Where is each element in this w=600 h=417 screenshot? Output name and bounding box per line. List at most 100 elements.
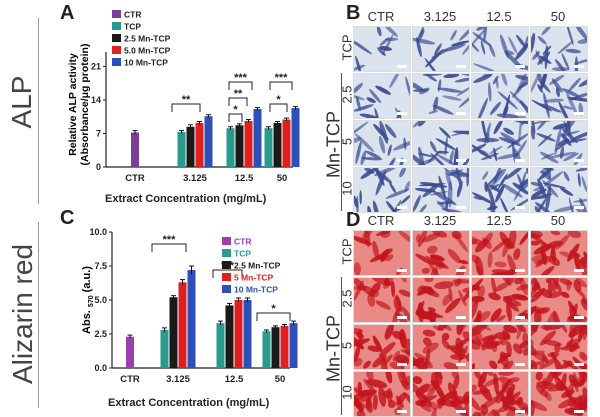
stained-cell xyxy=(522,346,528,356)
micrograph-tile xyxy=(353,230,411,276)
stained-cell xyxy=(357,402,364,414)
stained-cell xyxy=(550,231,561,236)
stained-cell xyxy=(472,238,482,245)
stained-cell xyxy=(392,140,410,151)
stained-cell xyxy=(432,190,457,206)
stained-cell xyxy=(452,278,469,284)
stained-cell xyxy=(422,329,436,337)
stained-cell xyxy=(491,238,509,253)
stained-cell xyxy=(507,254,517,275)
bar xyxy=(178,282,187,368)
stained-cell xyxy=(442,294,451,306)
stained-cell xyxy=(561,53,570,71)
micrograph-cells xyxy=(354,168,410,212)
micrograph-cells xyxy=(354,372,410,416)
stained-cell xyxy=(450,29,457,41)
stained-cell xyxy=(362,360,371,369)
stained-cell xyxy=(403,392,410,408)
scale-bar xyxy=(515,410,525,413)
bar xyxy=(226,128,235,167)
scale-bar xyxy=(515,316,525,319)
stained-cell xyxy=(425,74,437,82)
scale-bar xyxy=(574,316,584,319)
stained-cell xyxy=(508,36,518,55)
stained-cell xyxy=(475,333,483,342)
legend-swatch xyxy=(222,261,231,269)
scale-bar xyxy=(515,112,525,115)
stained-cell xyxy=(476,310,482,322)
stained-cell xyxy=(362,231,374,239)
micrograph-tile xyxy=(530,120,588,166)
stained-cell xyxy=(506,133,528,149)
stained-cell xyxy=(445,297,461,314)
stained-cell xyxy=(432,104,454,115)
stained-cell xyxy=(526,168,528,174)
stained-cell xyxy=(418,146,425,165)
chart-a-ylabel-line2: (Absorbance/μg protein) xyxy=(79,44,91,166)
scale-bar xyxy=(456,159,466,162)
micrograph-tile xyxy=(471,371,529,417)
legend-swatch xyxy=(222,237,231,245)
stained-cell xyxy=(389,74,401,89)
x-tick-label: 12.5 xyxy=(225,374,244,385)
significance-label: * xyxy=(276,94,281,106)
scale-bar xyxy=(397,159,407,162)
stained-cell xyxy=(519,340,528,349)
stained-cell xyxy=(367,292,376,307)
stained-cell xyxy=(575,394,584,404)
stained-cell xyxy=(547,351,560,358)
stained-cell xyxy=(564,407,584,416)
micrograph-cells xyxy=(472,278,528,322)
micrograph-column-label: CTR xyxy=(367,9,395,24)
stained-cell xyxy=(439,126,451,139)
stained-cell xyxy=(519,231,528,246)
stained-cell xyxy=(542,45,552,55)
stained-cell xyxy=(571,379,580,385)
scale-bar xyxy=(515,269,525,272)
stained-cell xyxy=(443,362,459,369)
stained-cell xyxy=(400,372,406,380)
stained-cell xyxy=(562,359,580,369)
stained-cell xyxy=(565,27,574,46)
stained-cell xyxy=(558,101,570,118)
stained-cell xyxy=(384,124,397,138)
stained-cell xyxy=(561,372,567,389)
stained-cell xyxy=(366,97,376,103)
stained-cell xyxy=(557,40,574,55)
micrograph-cells xyxy=(354,231,410,275)
stained-cell xyxy=(487,82,492,102)
stained-cell xyxy=(531,181,541,187)
stained-cell xyxy=(508,377,520,383)
stained-cell xyxy=(385,188,410,199)
scale-bar xyxy=(397,112,407,115)
stained-cell xyxy=(433,372,443,380)
micrograph-tile xyxy=(353,120,411,166)
stained-cell xyxy=(400,278,407,283)
stained-cell xyxy=(581,325,587,335)
stained-cell xyxy=(421,267,430,274)
scale-bar xyxy=(456,316,466,319)
stained-cell xyxy=(398,289,410,297)
stained-cell xyxy=(541,352,549,364)
stained-cell xyxy=(501,383,515,397)
stained-cell xyxy=(413,37,436,45)
bar xyxy=(186,126,195,167)
micrograph-cells xyxy=(413,121,469,165)
micrograph-tile xyxy=(412,277,470,323)
stained-cell xyxy=(401,306,410,322)
stained-cell xyxy=(456,181,463,198)
stained-cell xyxy=(413,80,424,91)
stained-cell xyxy=(476,137,500,143)
stained-cell xyxy=(458,290,467,307)
stained-cell xyxy=(505,269,514,275)
micrograph-column-label: 50 xyxy=(550,9,566,24)
stained-cell xyxy=(512,80,527,98)
legend-label: CTR xyxy=(124,10,141,20)
alizarin-side-label: Alizarin red xyxy=(7,243,38,385)
stained-cell xyxy=(427,307,436,312)
stained-cell xyxy=(454,77,469,83)
stained-cell xyxy=(549,74,565,85)
significance-label: ** xyxy=(182,94,191,106)
stained-cell xyxy=(581,176,587,193)
legend-swatch xyxy=(222,273,231,281)
